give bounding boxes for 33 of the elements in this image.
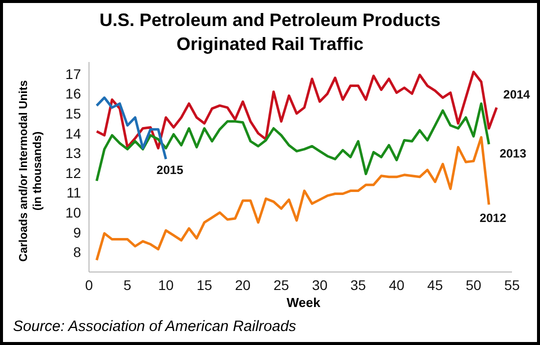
y-tick-label: 11 <box>66 184 82 201</box>
line-series <box>95 70 498 150</box>
x-tick-label: 0 <box>85 276 94 293</box>
x-axis-title: Week <box>286 295 322 310</box>
source-note: Source: Association of American Railroads <box>13 318 296 335</box>
y-tick-label: 10 <box>65 204 82 221</box>
line-series <box>95 96 168 160</box>
y-tick-label: 14 <box>65 125 82 142</box>
x-tick-label: 35 <box>350 276 366 293</box>
y-tick-label: 9 <box>73 224 82 240</box>
series-label: 2014 <box>503 88 530 102</box>
x-tick-label: 40 <box>388 276 405 293</box>
y-tick-label: 8 <box>73 244 82 260</box>
chart-title: U.S. Petroleum and Petroleum Products Originated Rail Traffic <box>98 9 442 56</box>
line-series <box>95 102 490 182</box>
y-axis-title: Carloads and/or Intermodal Units (in thousands) <box>17 80 45 262</box>
y-tick-label: 15 <box>65 105 82 122</box>
x-tick-label: 5 <box>124 276 132 293</box>
y-tick-label: 12 <box>65 164 82 181</box>
y-tick-label: 13 <box>65 145 82 162</box>
x-tick-label: 50 <box>466 276 482 293</box>
series-label: 2013 <box>500 146 527 160</box>
y-tick-label: 16 <box>65 86 82 102</box>
x-tick-label: 55 <box>504 276 520 293</box>
series-label: 2012 <box>480 210 507 225</box>
x-tick-label: 10 <box>158 276 174 293</box>
x-tick-label: 25 <box>273 276 290 293</box>
x-tick-label: 15 <box>196 276 212 293</box>
x-tick-label: 45 <box>427 276 444 293</box>
series-label: 2015 <box>156 163 184 178</box>
x-tick-label: 30 <box>312 276 328 293</box>
y-tick-label: 17 <box>65 66 82 82</box>
x-tick-label: 20 <box>235 276 251 293</box>
